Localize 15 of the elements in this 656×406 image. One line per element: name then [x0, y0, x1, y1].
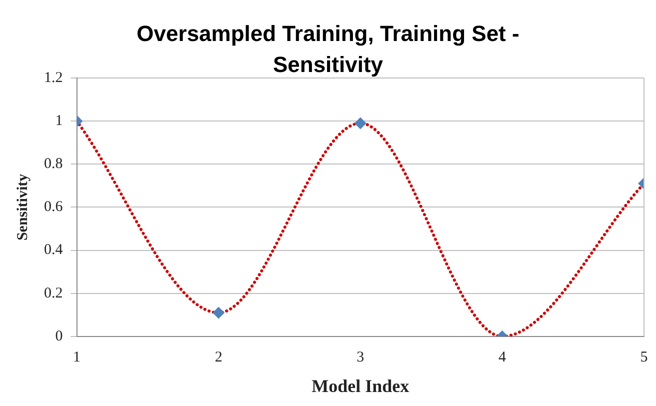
- x-tick-label: 3: [356, 349, 364, 366]
- y-tick-label: 0.4: [44, 242, 64, 258]
- y-tick-label: 0.2: [44, 285, 63, 302]
- x-tick-label: 4: [498, 349, 506, 366]
- x-tick-label: 2: [214, 349, 222, 366]
- x-tick-label: 1: [73, 349, 80, 366]
- y-axis-title: Sensitivity: [14, 173, 31, 241]
- y-tick-label: 0.6: [44, 199, 64, 216]
- x-tick-label: 5: [640, 349, 648, 366]
- chart-title: Oversampled Training, Training Set - Sensitivity: [136, 20, 520, 79]
- y-tick-label: 0: [55, 328, 63, 344]
- y-tick-label: 0.8: [44, 156, 63, 172]
- y-tick-label: 1: [55, 113, 63, 130]
- y-tick-label: 1.2: [44, 70, 63, 86]
- x-axis-title: Model Index: [312, 376, 410, 396]
